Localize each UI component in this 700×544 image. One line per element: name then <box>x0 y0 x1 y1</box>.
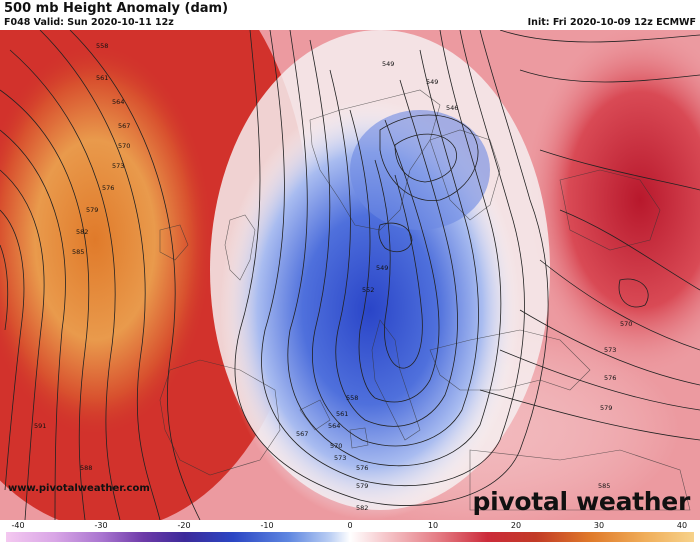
contour-label: 549 <box>376 264 388 272</box>
contour-label: 561 <box>96 74 108 82</box>
contour-label: 564 <box>328 422 340 430</box>
map-header: 500 mb Height Anomaly (dam) F048 Valid: … <box>0 0 700 30</box>
east-anomaly <box>520 30 700 380</box>
colorbar-tick: -20 <box>177 521 191 530</box>
contour-label: 585 <box>598 482 610 490</box>
contour-label: 549 <box>426 78 438 86</box>
contour-label: 591 <box>34 422 46 430</box>
contour-label: 588 <box>80 464 92 472</box>
coastlines <box>159 89 691 511</box>
contour-label: 567 <box>296 430 308 438</box>
contour-label: 570 <box>330 442 342 450</box>
colorbar-tick: 10 <box>427 521 439 530</box>
colorbar-tick: 0 <box>347 521 353 530</box>
valid-time: F048 Valid: Sun 2020-10-11 12z <box>4 17 174 28</box>
height-anomaly-map: 558 561 564 567 570 573 576 579 582 585 … <box>0 30 700 520</box>
contour-label: 558 <box>96 42 108 50</box>
colorbar-tick: -10 <box>260 521 274 530</box>
map-canvas: 558 561 564 567 570 573 576 579 582 585 … <box>0 30 700 520</box>
colorbar-gradient <box>6 532 694 542</box>
contour-label: 585 <box>72 248 84 256</box>
contour-label: 570 <box>118 142 130 150</box>
contour-label: 579 <box>600 404 612 412</box>
colorbar-scale <box>6 532 694 542</box>
colorbar: -40 -30 -20 -10 0 10 20 30 40 <box>0 520 700 544</box>
contour-label: 579 <box>86 206 98 214</box>
contour-label: 579 <box>356 482 368 490</box>
contour-label: 549 <box>382 60 394 68</box>
contour-label: 573 <box>334 454 346 462</box>
contour-label: 582 <box>76 228 88 236</box>
map-title: 500 mb Height Anomaly (dam) <box>4 1 229 16</box>
contour-label: 576 <box>102 184 114 192</box>
contour-label: 558 <box>346 394 358 402</box>
init-time: Init: Fri 2020-10-09 12z ECMWF <box>527 17 696 28</box>
colorbar-tick: -30 <box>94 521 108 530</box>
contour-label: 567 <box>118 122 130 130</box>
contour-label: 576 <box>356 464 368 472</box>
contour-label: 582 <box>356 504 368 512</box>
colorbar-tick: 30 <box>593 521 605 530</box>
colorbar-tick: -40 <box>11 521 25 530</box>
trough-north-lobe <box>350 110 490 230</box>
colorbar-tick: 40 <box>676 521 688 530</box>
website-label: www.pivotalweather.com <box>8 483 150 494</box>
contour-label: 576 <box>604 374 616 382</box>
contour-labels: 558 561 564 567 570 573 576 579 582 585 … <box>34 42 632 512</box>
ridge-core <box>0 40 215 440</box>
contour-label: 564 <box>112 98 124 106</box>
colorbar-ticks: -40 -30 -20 -10 0 10 20 30 40 <box>0 520 700 532</box>
contour-label: 570 <box>620 320 632 328</box>
contour-label: 552 <box>362 286 374 294</box>
contour-label: 561 <box>336 410 348 418</box>
contour-label: 573 <box>112 162 124 170</box>
contour-label: 573 <box>604 346 616 354</box>
colorbar-tick: 20 <box>510 521 522 530</box>
height-contours <box>0 30 700 520</box>
brand-logo-text: pivotal weather <box>472 487 691 516</box>
contour-label: 546 <box>446 104 458 112</box>
